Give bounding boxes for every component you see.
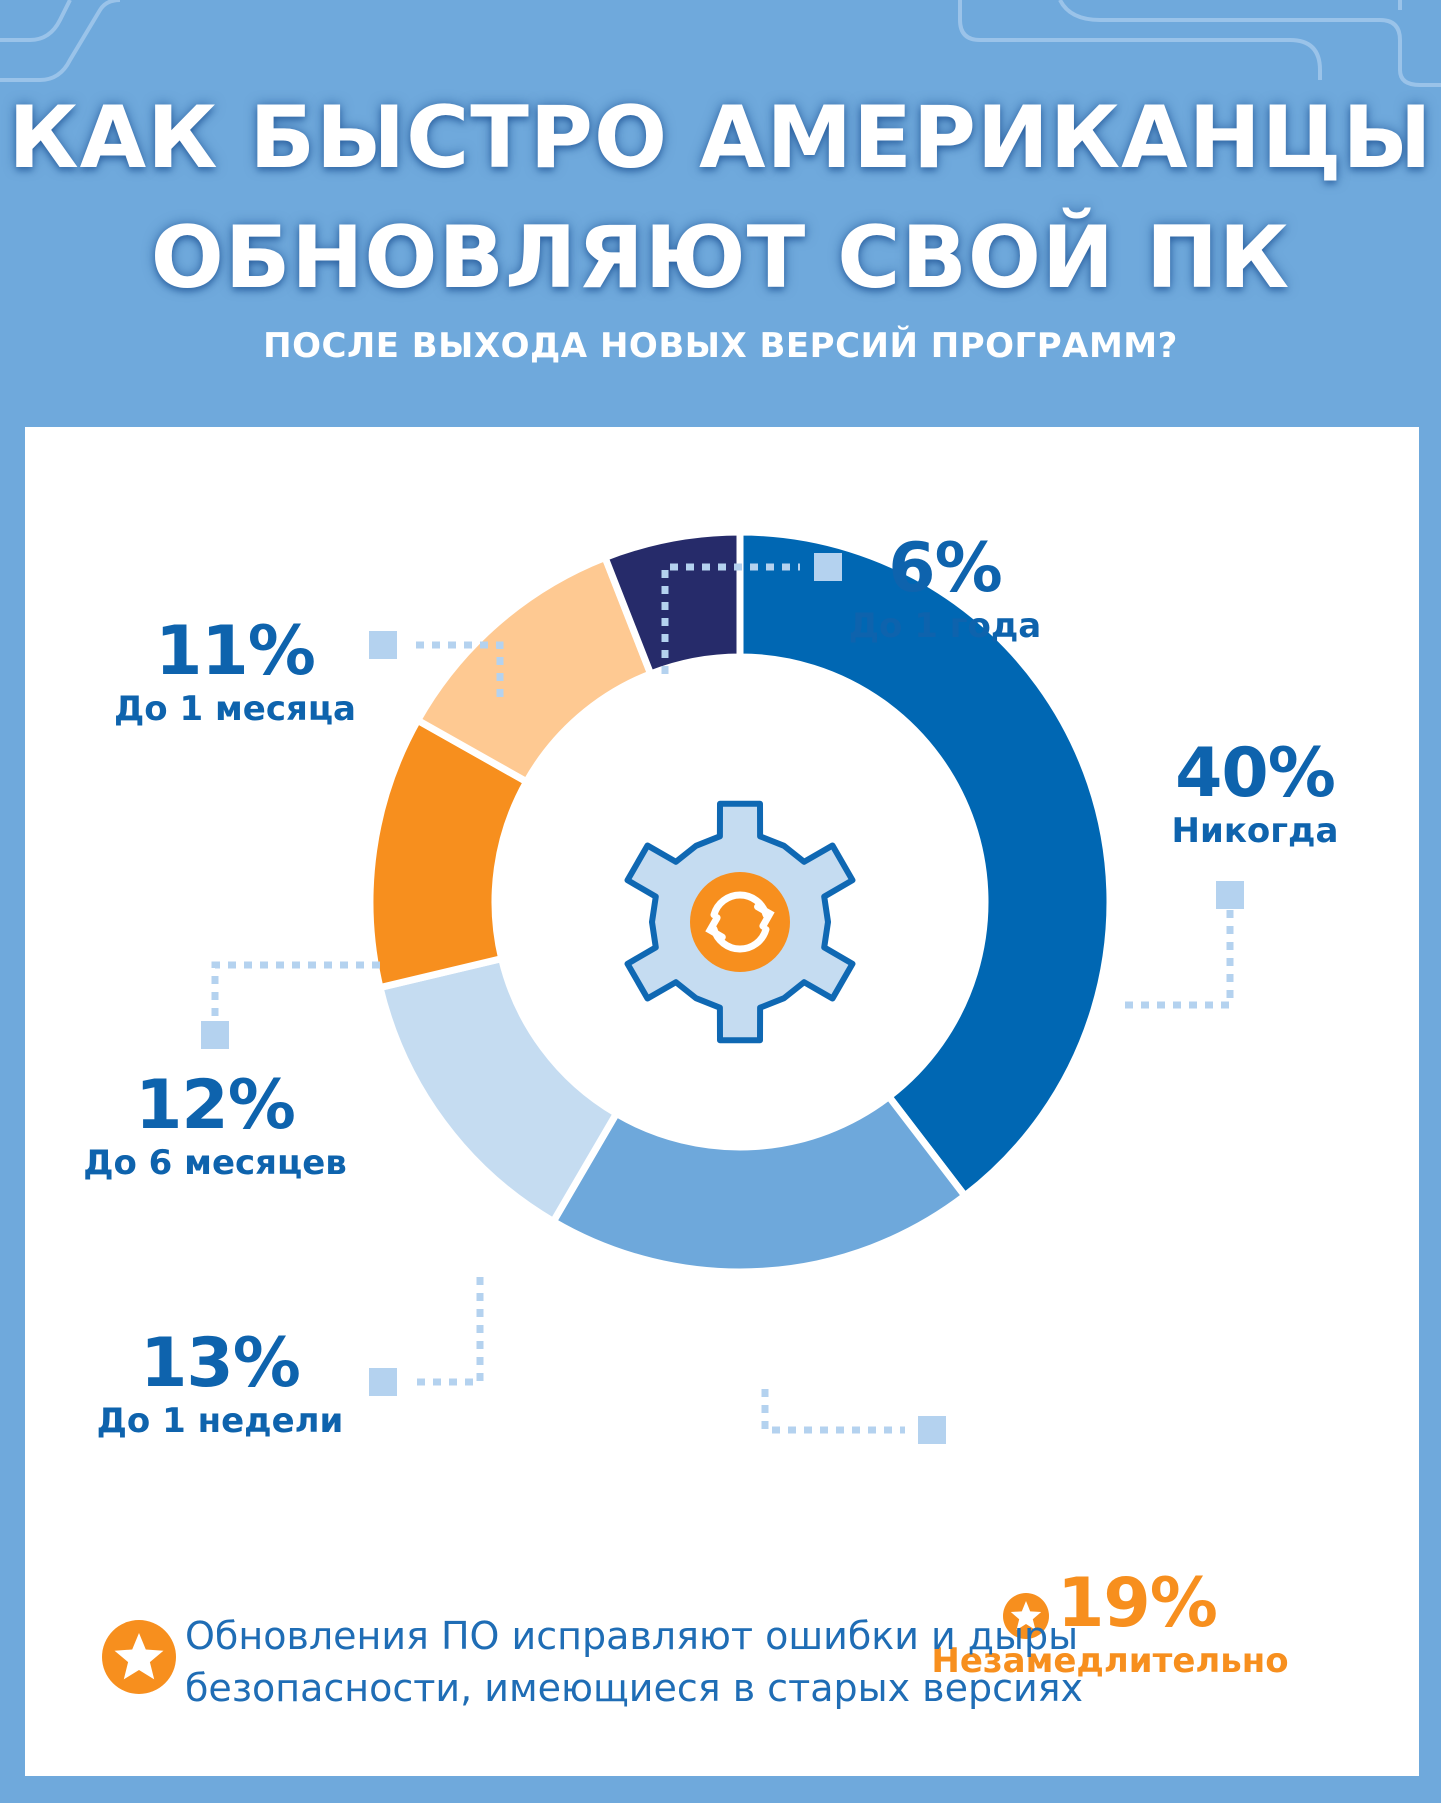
value-label: 40% xyxy=(1175,734,1336,813)
label-within-month: 11% До 1 месяца xyxy=(95,612,375,730)
footnote-line-2: безопасности, имеющиеся в старых версиях xyxy=(185,1666,1084,1710)
refresh-arrow-head xyxy=(705,914,726,941)
leader-line xyxy=(661,563,800,674)
leader-marker xyxy=(814,553,842,581)
leader-marker xyxy=(369,631,397,659)
background-decoration xyxy=(0,0,1441,87)
leader-marker xyxy=(201,1021,229,1049)
refresh-icon xyxy=(705,891,775,953)
value-label: 19% xyxy=(885,1567,1335,1641)
donut-slices xyxy=(366,528,1114,1276)
leader-line xyxy=(761,1389,905,1434)
star-icon xyxy=(102,1620,176,1694)
title-line-1: КАК БЫСТРО АМЕРИКАНЦЫ xyxy=(8,88,1433,188)
leader-line xyxy=(410,1277,484,1386)
leader-marker xyxy=(369,1368,397,1396)
star-icon xyxy=(1003,1580,1050,1640)
donut-slice xyxy=(736,528,1114,1201)
category-label: До 1 месяца xyxy=(114,689,356,729)
title-line-2: ОБНОВЛЯЮТ СВОЙ ПК xyxy=(150,208,1291,308)
value-label: 6% xyxy=(888,529,1002,608)
value-label: 13% xyxy=(140,1324,301,1403)
label-within-year: 6% До 1 года xyxy=(825,529,1065,647)
leader-marker xyxy=(1216,881,1244,909)
category-label: До 6 месяцев xyxy=(83,1143,347,1183)
label-never: 40% Никогда xyxy=(1115,734,1395,852)
donut-chart xyxy=(201,528,1244,1444)
leader-line xyxy=(1125,907,1234,1009)
label-immediately: 19% Незамедлительно xyxy=(885,1567,1335,1682)
label-within-six-months: 12% До 6 месяцев xyxy=(65,1066,365,1184)
label-within-week: 13% До 1 недели xyxy=(75,1324,365,1442)
leader-line xyxy=(211,961,380,1022)
category-label: До 1 года xyxy=(848,606,1042,646)
category-label: Незамедлительно xyxy=(931,1641,1289,1681)
leader-marker xyxy=(918,1416,946,1444)
footnote-line-1: Обновления ПО исправляют ошибки и дыры xyxy=(185,1614,1079,1658)
refresh-arrow-head xyxy=(754,903,775,930)
category-label: До 1 недели xyxy=(96,1401,344,1441)
chart-panel: 40% Никогда 19% Незамедлительно 13% До 1… xyxy=(25,427,1419,1776)
value-label: 12% xyxy=(135,1066,296,1145)
leader-line xyxy=(410,641,504,697)
gear-refresh-icon xyxy=(624,800,856,1044)
footnote: Обновления ПО исправляют ошибки и дыры б… xyxy=(185,1610,1335,1714)
category-label: Никогда xyxy=(1171,811,1339,851)
donut-slice xyxy=(548,1091,970,1276)
leader-lines xyxy=(201,553,1244,1444)
value-label: 11% xyxy=(155,612,316,691)
subtitle: ПОСЛЕ ВЫХОДА НОВЫХ ВЕРСИЙ ПРОГРАММ? xyxy=(263,326,1178,366)
